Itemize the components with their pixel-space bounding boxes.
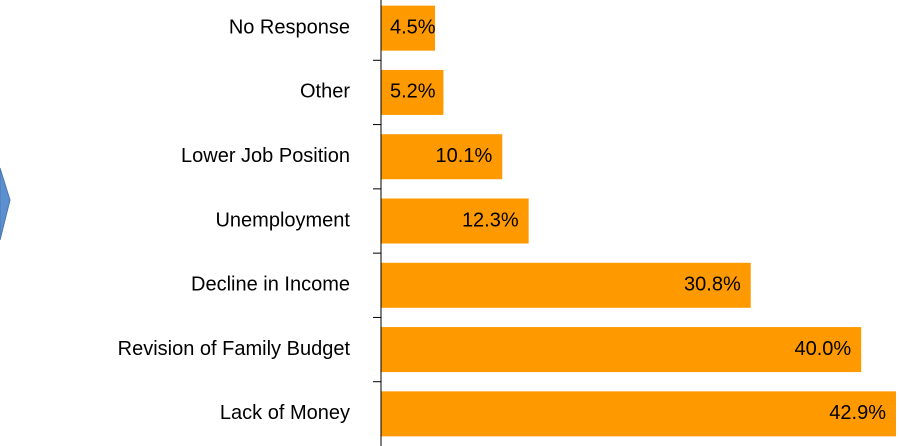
y-tick-label: Lack of Money xyxy=(220,402,350,424)
value-label: 5.2% xyxy=(390,81,436,103)
bar xyxy=(381,134,503,180)
value-label: 40.0% xyxy=(794,338,851,360)
y-tick-label: Unemployment xyxy=(215,209,350,231)
y-tick-label: Revision of Family Budget xyxy=(118,338,351,360)
value-label: 42.9% xyxy=(829,402,886,424)
bar xyxy=(381,69,444,115)
y-tick-label: Lower Job Position xyxy=(181,145,350,167)
bar xyxy=(381,262,751,308)
value-label: 4.5% xyxy=(390,16,436,38)
y-tick-label: No Response xyxy=(229,16,350,38)
y-tick-label: Decline in Income xyxy=(191,274,350,296)
y-tick-label: Other xyxy=(300,81,350,103)
arrow-shape xyxy=(0,167,11,241)
value-label: 30.8% xyxy=(684,274,741,296)
bar xyxy=(381,198,529,244)
value-label: 12.3% xyxy=(462,209,519,231)
bar xyxy=(381,391,896,437)
bar xyxy=(381,5,436,51)
bar xyxy=(381,327,862,373)
value-label: 10.1% xyxy=(436,145,493,167)
